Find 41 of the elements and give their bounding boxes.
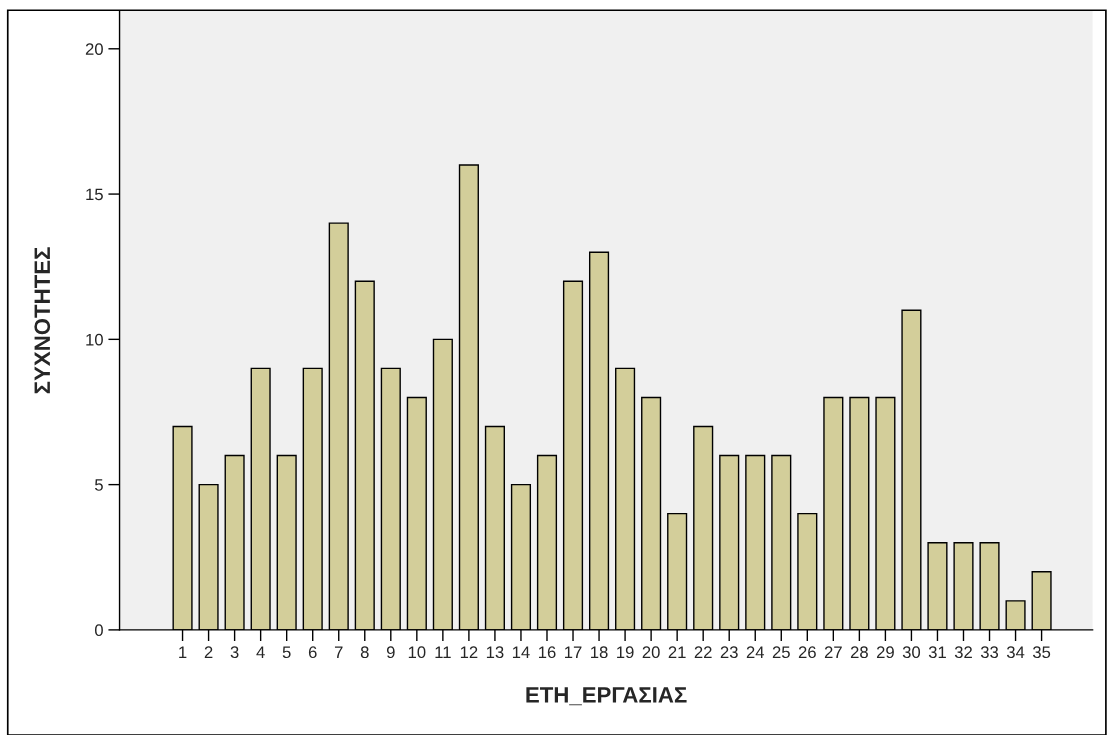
x-tick-label: 12: [460, 646, 478, 658]
x-tick-label: 24: [746, 646, 765, 658]
x-tick-label: 16: [538, 646, 556, 659]
x-tick-label: 17: [565, 646, 582, 658]
x-tick-label: 18: [591, 646, 608, 659]
x-tick-label: 11: [435, 646, 451, 658]
x-tick-label: 26: [798, 646, 816, 659]
x-tick-label: 31: [928, 646, 946, 659]
x-tick-label: 22: [694, 646, 712, 658]
x-tick-label: 34: [1006, 646, 1025, 659]
x-tick-label: 9: [386, 646, 395, 659]
y-tick-label: 20: [85, 43, 103, 55]
x-tick-label: 29: [876, 646, 894, 659]
x-tick-label: 7: [334, 646, 343, 658]
x-tick-label: 20: [642, 646, 660, 659]
y-tick-label: 5: [94, 479, 103, 491]
x-tick-label: 14: [512, 646, 530, 658]
x-tick-label: 3: [230, 646, 239, 659]
x-tick-label: 2: [204, 646, 213, 658]
x-tick-label: 10: [408, 646, 426, 659]
x-tick-label: 13: [486, 646, 504, 659]
y-axis-title: ΣΥΧΝΟΤΗΤΕΣ: [34, 247, 51, 394]
y-tick-label: 0: [94, 624, 103, 637]
x-tick-label: 33: [980, 646, 999, 659]
x-tick-label: 30: [902, 646, 921, 659]
x-tick-label: 1: [179, 646, 187, 658]
x-tick-label: 27: [824, 646, 842, 658]
x-tick-label: 4: [256, 646, 265, 658]
x-tick-label: 25: [772, 646, 790, 659]
y-tick-label: 15: [86, 188, 103, 201]
x-axis-title: ΕΤΗ_ΕΡΓΑΣΙΑΣ: [526, 687, 687, 706]
x-tick-label: 19: [617, 646, 634, 659]
x-tick-label: 5: [282, 646, 291, 659]
x-tick-label: 32: [954, 646, 972, 659]
x-tick-label: 6: [308, 646, 317, 659]
x-tick-label: 28: [850, 646, 868, 659]
y-tick-label: 10: [86, 333, 103, 346]
x-tick-label: 21: [668, 646, 686, 658]
x-tick-label: 35: [1032, 646, 1051, 659]
x-tick-label: 23: [720, 646, 738, 659]
x-tick-label: 8: [360, 646, 369, 659]
